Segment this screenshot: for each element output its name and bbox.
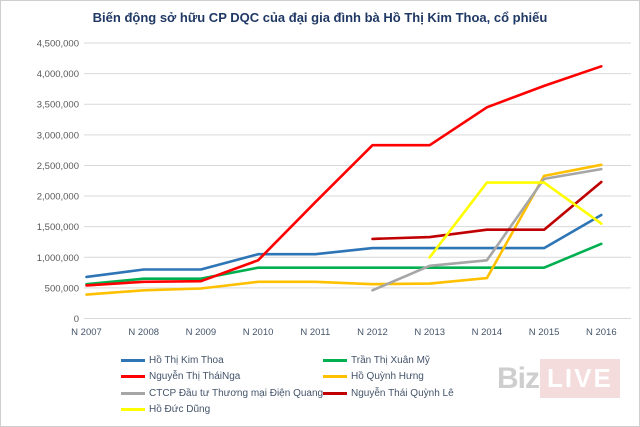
- bizlive-logo-biz: Biz: [497, 361, 540, 395]
- x-axis-tick-label: N 2012: [357, 327, 388, 338]
- x-axis-tick-label: N 2016: [586, 327, 617, 338]
- series-line-6: [428, 181, 603, 259]
- x-axis-tick-label: N 2010: [243, 327, 274, 338]
- x-axis-tick-label: N 2014: [472, 327, 503, 338]
- legend-swatch: [323, 391, 347, 395]
- legend-item: Hồ Đức Dũng: [121, 403, 210, 417]
- legend-item: Nguyễn Thái Quỳnh Lê: [323, 386, 454, 400]
- series-line-1: [85, 242, 603, 286]
- series-line-3: [85, 163, 603, 296]
- series-line-5: [371, 180, 603, 241]
- x-axis-tick-label: N 2009: [186, 327, 217, 338]
- legend-item: Hồ Quỳnh Hưng: [323, 370, 424, 384]
- legend-item: Trần Thị Xuân Mỹ: [323, 353, 430, 367]
- bizlive-logo-live: LIVE: [540, 359, 620, 398]
- series-line-2: [85, 65, 603, 287]
- y-axis-tick-label: 2,000,000: [37, 192, 79, 203]
- y-axis-tick-label: 1,000,000: [37, 253, 79, 264]
- x-axis-tick-label: N 2011: [300, 327, 330, 338]
- legend-item: CTCP Đầu tư Thương mại Điện Quang: [121, 386, 323, 400]
- legend-label: Trần Thị Xuân Mỹ: [351, 354, 430, 366]
- legend-label: Nguyễn Thái Quỳnh Lê: [351, 387, 454, 399]
- legend-swatch: [121, 358, 145, 362]
- legend-label: Nguyễn Thị TháiNga: [149, 371, 241, 382]
- legend-swatch: [121, 408, 145, 411]
- x-axis-tick-label: N 2008: [128, 327, 159, 338]
- y-axis-tick-label: 500,000: [45, 283, 79, 294]
- x-axis-tick-label: N 2013: [414, 327, 445, 338]
- legend-label: Hồ Quỳnh Hưng: [351, 371, 424, 382]
- series-line-0: [85, 213, 603, 279]
- y-axis-tick-label: 3,500,000: [37, 100, 79, 111]
- legend-label: Hồ Đức Dũng: [149, 404, 211, 415]
- chart-legend: Hồ Thị Kim Thoa Trần Thị Xuân Mỹ Nguyễn Th…: [121, 353, 541, 423]
- x-axis-tick-label: N 2007: [71, 327, 102, 338]
- y-axis-tick-label: 1,500,000: [37, 222, 79, 233]
- series-line-4: [371, 167, 603, 292]
- legend-swatch: [121, 375, 145, 378]
- y-axis-tick-label: 4,500,000: [37, 39, 79, 50]
- y-axis-tick-label: 2,500,000: [37, 161, 79, 172]
- legend-item: Hồ Thị Kim Thoa: [121, 353, 224, 367]
- legend-label: CTCP Đầu tư Thương mại Điện Quang: [149, 387, 324, 399]
- legend-label: Hồ Thị Kim Thoa: [149, 354, 224, 366]
- legend-swatch: [323, 358, 347, 362]
- legend-swatch: [121, 391, 145, 395]
- y-axis-tick-label: 0: [74, 314, 79, 325]
- chart-title: Biến động sở hữu CP DQC của đại gia đình…: [92, 10, 548, 25]
- y-axis-tick-label: 4,000,000: [37, 69, 79, 80]
- y-axis-tick-label: 3,000,000: [37, 130, 79, 141]
- bizlive-logo: Biz LIVE: [497, 359, 620, 398]
- legend-swatch: [323, 375, 347, 378]
- x-axis-tick-label: N 2015: [529, 327, 560, 338]
- legend-item: Nguyễn Thị TháiNga: [121, 370, 240, 384]
